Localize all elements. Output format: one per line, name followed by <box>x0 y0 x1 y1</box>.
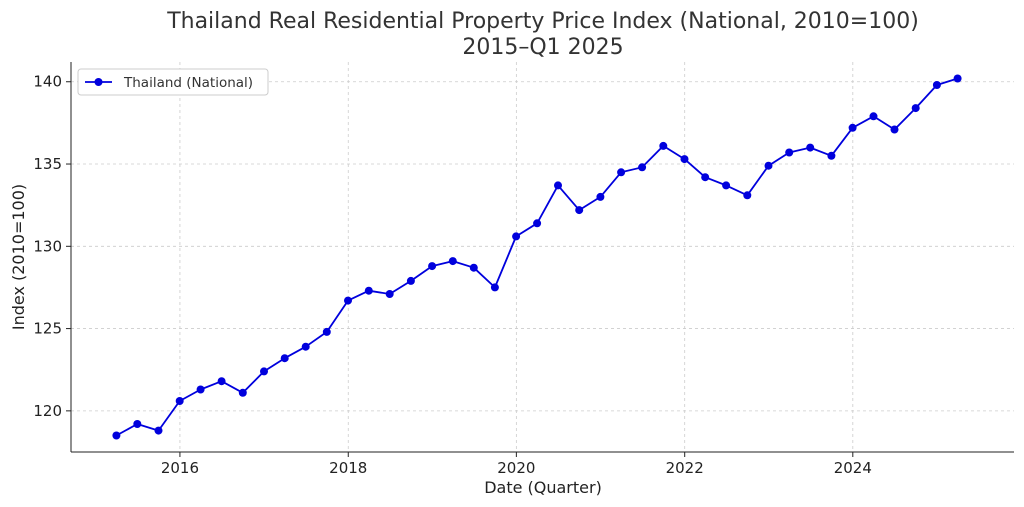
data-point <box>322 327 331 336</box>
data-point <box>617 168 626 177</box>
data-point <box>953 74 962 83</box>
x-axis-label: Date (Quarter) <box>484 478 602 497</box>
series-line <box>115 77 958 437</box>
y-tick-label: 140 <box>33 73 62 91</box>
y-tick-label: 125 <box>33 320 62 338</box>
x-tick-label: 2020 <box>497 459 535 477</box>
y-tick-label: 135 <box>33 155 62 173</box>
y-tick-label: 120 <box>33 402 62 420</box>
series-thailand-national <box>112 74 962 440</box>
chart-title: Thailand Real Residential Property Price… <box>166 9 919 34</box>
data-point <box>238 388 247 397</box>
data-point <box>196 385 205 394</box>
legend-box <box>77 68 269 96</box>
data-point <box>280 354 289 363</box>
data-point <box>428 262 437 271</box>
y-tick-label: 130 <box>33 237 62 255</box>
data-point <box>827 151 836 160</box>
data-point <box>364 286 373 295</box>
data-point <box>385 290 394 298</box>
legend-label: Thailand (National) <box>123 75 253 91</box>
data-point <box>112 431 121 440</box>
data-point <box>869 112 878 121</box>
data-point <box>575 206 584 215</box>
data-point <box>890 125 899 134</box>
data-point <box>743 191 752 200</box>
x-tick-label: 2022 <box>666 459 704 477</box>
data-point <box>806 143 815 152</box>
data-point <box>154 426 163 435</box>
data-point <box>469 263 478 272</box>
data-point <box>490 283 499 292</box>
data-point <box>512 232 521 241</box>
data-point <box>680 155 689 164</box>
data-point <box>722 181 731 190</box>
data-point <box>448 257 457 266</box>
grid-lines <box>71 62 1014 452</box>
y-axis-ticks: 120 125 130 135 140 <box>33 73 71 420</box>
data-point <box>932 81 941 89</box>
y-axis-label: Index (2010=100) <box>9 184 28 330</box>
data-point <box>533 219 542 228</box>
x-tick-label: 2016 <box>161 459 199 477</box>
data-point <box>659 141 668 150</box>
data-point <box>406 276 415 285</box>
data-point <box>175 397 184 405</box>
data-point <box>596 192 605 201</box>
data-point <box>301 342 310 351</box>
data-point <box>554 181 562 190</box>
chart-subtitle: 2015–Q1 2025 <box>462 35 623 60</box>
x-tick-label: 2018 <box>329 459 367 477</box>
data-point <box>911 104 920 113</box>
legend: Thailand (National) <box>77 68 269 96</box>
x-tick-label: 2024 <box>834 459 872 477</box>
data-point <box>344 296 352 305</box>
x-axis-ticks: 2016 2018 2020 2022 2024 <box>161 452 872 477</box>
data-point <box>764 161 773 170</box>
data-point <box>848 123 857 132</box>
data-point <box>785 148 794 157</box>
data-point <box>133 420 142 428</box>
data-point <box>701 173 710 182</box>
data-point <box>217 377 226 386</box>
data-point <box>638 163 647 172</box>
legend-marker-sample <box>94 78 103 86</box>
data-point <box>260 367 268 376</box>
